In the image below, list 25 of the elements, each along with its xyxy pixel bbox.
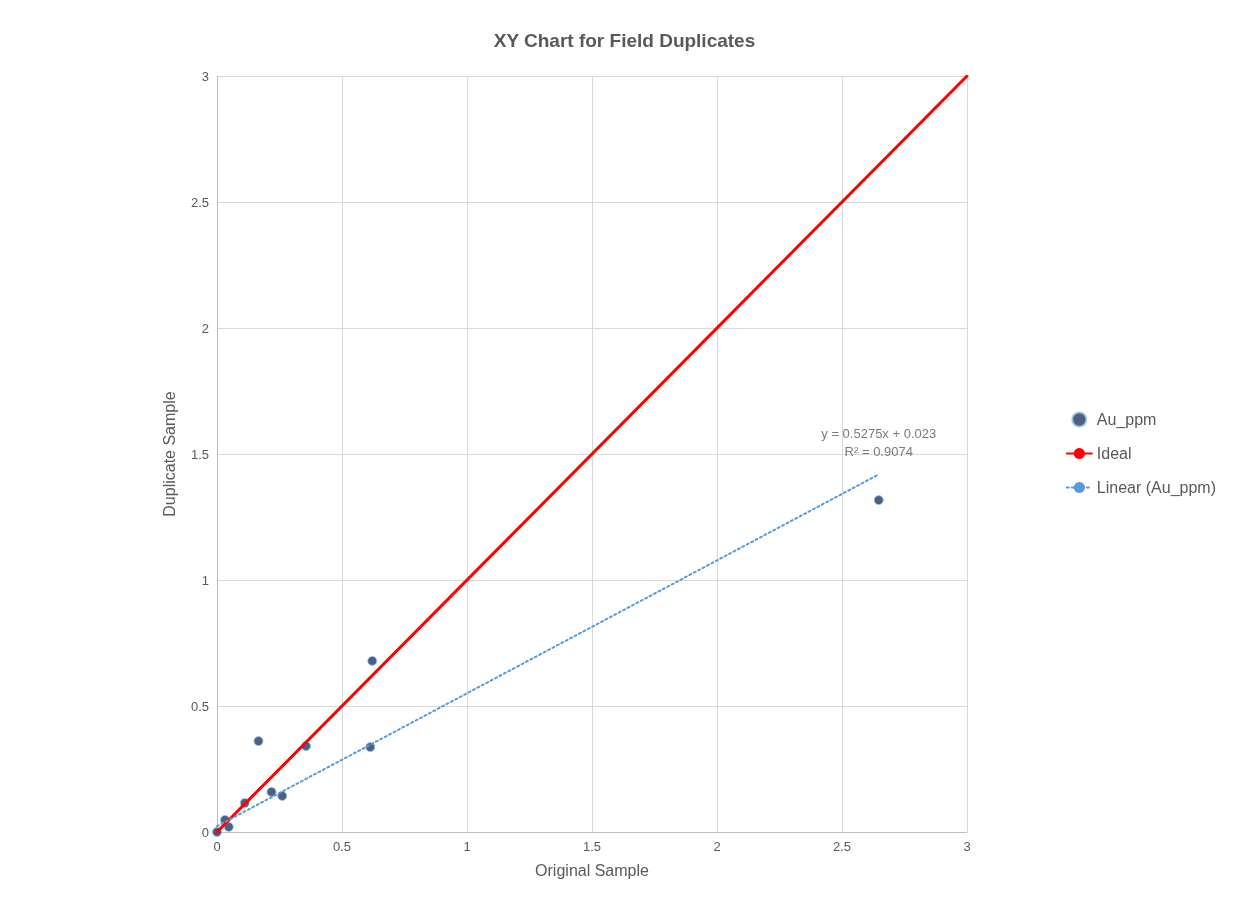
y-axis-title: Duplicate Sample (160, 391, 178, 517)
y-tick-label: 2.5 (190, 194, 209, 210)
x-tick-label: 2 (713, 839, 721, 854)
y-tick-label: 0 (201, 824, 209, 840)
point (367, 655, 378, 666)
x-tick-label: 0 (213, 839, 221, 854)
legend-label: Ideal (1096, 445, 1132, 462)
x-tick-label: 3 (963, 839, 971, 854)
y-tick-label: 2 (201, 320, 209, 336)
point (266, 786, 277, 797)
legend-label: Au_ppm (1096, 411, 1157, 429)
point (253, 736, 264, 747)
legend-label: Linear (Au_ppm) (1096, 479, 1216, 497)
x-tick-label: 1 (463, 839, 471, 854)
y-tick-label: 1.5 (190, 446, 209, 462)
y-tick-label: 1 (201, 572, 209, 588)
y-tick-label: 3 (201, 68, 209, 84)
x-tick-label: 2.5 (832, 839, 852, 854)
x-tick-label: 1.5 (582, 839, 602, 854)
point (873, 495, 884, 506)
x-axis-title: Original Sample (535, 861, 650, 879)
annotation: y = 0.5275x + 0.023 R² = 0.9074 (821, 425, 937, 459)
chart-title: XY Chart for Field Duplicates (493, 30, 756, 51)
y-tick-label: 0.5 (190, 698, 209, 714)
x-tick-label: 0.5 (332, 839, 352, 854)
